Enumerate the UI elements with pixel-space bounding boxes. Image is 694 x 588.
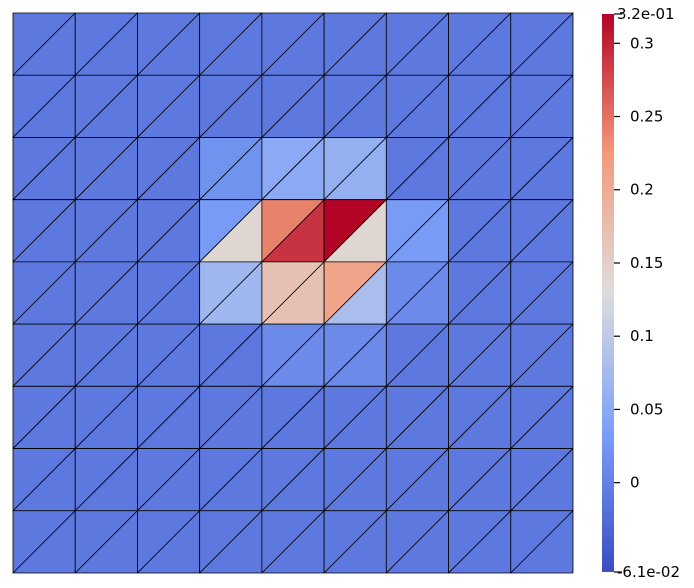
colorbar-tick-label: 0.25 — [630, 108, 663, 126]
colorbar-tick-label: 0.15 — [630, 254, 663, 272]
colorbar-max-label: 3.2e-01 — [617, 5, 675, 23]
colorbar-tick-label: 0.3 — [630, 34, 654, 52]
colorbar: 3.2e-01 -6.1e-02 0.3 0.25 0.2 0.15 0.1 0.05 0 — [602, 5, 680, 581]
colorbar-gradient — [602, 14, 614, 572]
triangle-mesh — [12, 12, 574, 574]
colorbar-tick-label: 0 — [630, 474, 640, 492]
colorbar-tick-label: 0.2 — [630, 181, 654, 199]
colorbar-tick-label: 0.05 — [630, 400, 663, 418]
mesh-triangle — [510, 510, 574, 574]
colorbar-min-label: -6.1e-02 — [617, 563, 680, 581]
colorbar-ticks: 0.3 0.25 0.2 0.15 0.1 0.05 0 — [614, 34, 663, 492]
colorbar-tick-label: 0.1 — [630, 327, 654, 345]
